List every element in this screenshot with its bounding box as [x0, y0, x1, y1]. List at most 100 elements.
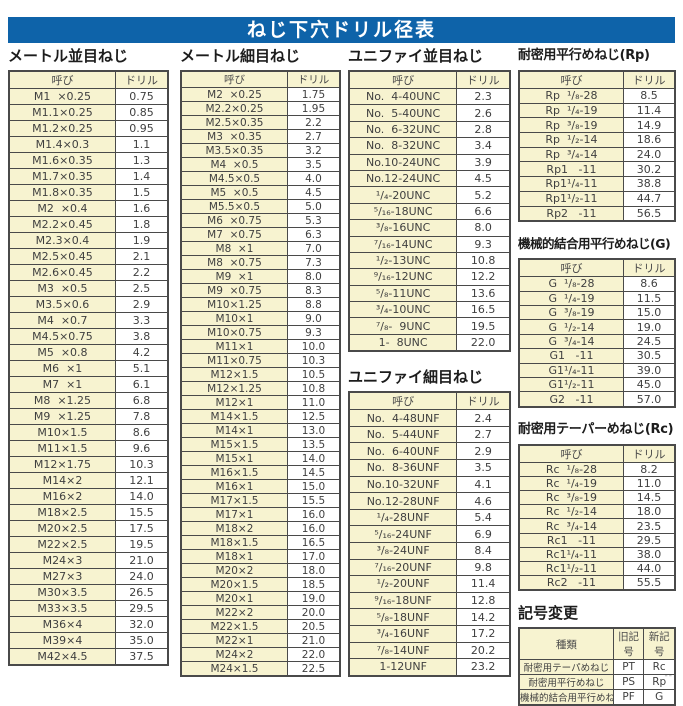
table-cell: 17.5: [114, 520, 169, 537]
table-row: 耐密用テーパめねじ PT Rc: [518, 659, 676, 676]
table-row: ³/₄-10UNC 16.5: [348, 301, 511, 319]
table-cell: 44.7: [622, 190, 676, 207]
table-cell: M10×0.75: [180, 325, 288, 340]
table-row: M15×1.5 13.5: [180, 437, 341, 452]
table-row: ³/₈-24UNF 8.4: [348, 542, 511, 560]
table-cell: M5 ×0.8: [8, 344, 116, 361]
header-row: 種類 旧記号 新記号: [518, 627, 676, 661]
table-row: M2.2×0.45 1.8: [8, 216, 169, 233]
table-row: Rp1 -11 30.2: [518, 161, 676, 178]
table-cell: ³/₈-24UNF: [348, 542, 458, 560]
table-row: M18×2.5 15.5: [8, 504, 169, 521]
table-cell: Rc2 -11: [518, 575, 624, 591]
section-unified-coarse: ユニファイ並目ねじ 呼び ドリル No. 4-40UNC 2.3 No. 5-40U…: [348, 46, 511, 353]
table-cell: M18×1: [180, 549, 288, 564]
table-cell: M10×1: [180, 311, 288, 326]
table-cell: 6.9: [456, 525, 511, 543]
table-cell: 30.5: [622, 348, 676, 364]
table-cell: ⁵/₈-11UNC: [348, 284, 458, 303]
table-cell: 11.4: [622, 102, 676, 119]
table-cell: M12×1.5: [180, 367, 288, 382]
table-cell: M14×1.5: [180, 409, 288, 424]
table-cell: 8.2: [622, 461, 676, 477]
table-cell: M5.5×0.5: [180, 199, 288, 214]
table-cell: 1.1: [114, 136, 169, 153]
table-cell: ¹/₂-13UNC: [348, 251, 458, 270]
table-cell: M18×1.5: [180, 535, 288, 550]
table-row: Rp ¹/₄-19 11.4: [518, 102, 676, 119]
table-row: M10×1.25 8.8: [180, 297, 341, 312]
table-row: M10×1 9.0: [180, 311, 341, 326]
table-row: Rc1¹/₄-11 38.0: [518, 546, 676, 563]
table-cell: ⁷/₈-14UNF: [348, 641, 458, 660]
table-row: M18×1.5 16.5: [180, 535, 341, 550]
table-cell: 2.7: [286, 129, 341, 144]
table-cell: ⁷/₁₆-14UNC: [348, 235, 458, 253]
table-cell: G ³/₄-14: [518, 333, 624, 350]
table-cell: M2.5×0.35: [180, 115, 288, 130]
table-cell: M33×3.5: [8, 600, 116, 617]
table-cell: M5 ×0.5: [180, 185, 288, 200]
table-cell: 2.8: [456, 120, 511, 139]
table-row: Rp1¹/₂-11 44.7: [518, 190, 676, 207]
table-cell: 3.4: [456, 137, 511, 155]
table-row: Rp2 -11 56.5: [518, 205, 676, 222]
table-cell: 30.2: [622, 161, 676, 178]
table-cell: M2 ×0.25: [180, 87, 288, 102]
table-row: M14×2 12.1: [8, 472, 169, 489]
table-cell: M4.5×0.5: [180, 171, 288, 186]
table-row: 耐密用平行めねじ PS Rp: [518, 674, 676, 691]
table-cell: G: [643, 689, 676, 706]
table-row: M30×3.5 26.5: [8, 584, 169, 601]
table-cell: M1 ×0.25: [8, 88, 116, 105]
table-row: M9 ×1 8.0: [180, 269, 341, 284]
table-cell: 2.1: [114, 248, 169, 265]
table-row: M24×1.5 22.5: [180, 661, 341, 677]
table-cell: 12.2: [456, 268, 511, 286]
table-cell: No. 6-32UNC: [348, 120, 458, 139]
table-cell: M3.5×0.6: [8, 296, 116, 313]
table-cell: 7.3: [286, 255, 341, 270]
section-rp: 耐密用平行めねじ(Rp) 呼び ドリル Rp ¹/₈-28 8.5 Rp ¹/₄-1…: [518, 46, 676, 223]
table-row: M12×1.25 10.8: [180, 381, 341, 396]
table-row: G ³/₄-14 24.5: [518, 333, 676, 350]
table-row: M3.5×0.35 3.2: [180, 143, 341, 158]
table-row: G ¹/₂-14 19.0: [518, 319, 676, 335]
table-cell: 10.8: [286, 381, 341, 396]
table-cell: 3.2: [286, 143, 341, 158]
table-cell: 8.6: [622, 276, 676, 292]
table-cell: M18×2.5: [8, 504, 116, 521]
table-row: M10×0.75 9.3: [180, 325, 341, 340]
table-row: G ¹/₈-28 8.6: [518, 276, 676, 292]
table-row: M14×1.5 12.5: [180, 409, 341, 424]
table-cell: 18.0: [622, 504, 676, 520]
table-cell: ³/₄-10UNC: [348, 301, 458, 319]
table-cell: M1.6×0.35: [8, 152, 116, 169]
section-metric-fine: メートル細目ねじ 呼び ドリル M2 ×0.25 1.75 M2.2×0.25 1.9…: [180, 46, 341, 677]
table-row: M2.2×0.25 1.95: [180, 101, 341, 116]
table-row: M8 ×1 7.0: [180, 241, 341, 256]
table-cell: 18.0: [286, 563, 341, 578]
table-cell: 4.5: [286, 185, 341, 200]
table-cell: 19.0: [286, 591, 341, 606]
table-cell: M18×2: [180, 521, 288, 536]
table-row: ¹/₄-28UNF 5.4: [348, 508, 511, 527]
table-row: Rc ³/₄-14 23.5: [518, 518, 676, 534]
table-row: Rc1¹/₂-11 44.0: [518, 561, 676, 577]
table-cell: Rp ³/₈-19: [518, 117, 624, 134]
column-header-name: 呼び: [8, 70, 116, 89]
table-cell: M10×1.25: [180, 297, 288, 312]
table-cell: M7 ×0.75: [180, 227, 288, 242]
table-cell: 19.5: [114, 536, 169, 553]
table-cell: M30×3.5: [8, 584, 116, 601]
table-cell: 14.9: [622, 117, 676, 134]
table-cell: 3.5: [456, 459, 511, 477]
table-cell: 55.5: [622, 575, 676, 591]
table-cell: 24.0: [622, 146, 676, 163]
table-cell: 6.6: [456, 202, 511, 221]
table-cell: 39.0: [622, 362, 676, 378]
column-header-drill: ドリル: [456, 391, 511, 411]
table-cell: M2.6×0.45: [8, 264, 116, 281]
table-cell: 1.95: [286, 101, 341, 116]
table-cell: No. 4-40UNC: [348, 87, 458, 106]
